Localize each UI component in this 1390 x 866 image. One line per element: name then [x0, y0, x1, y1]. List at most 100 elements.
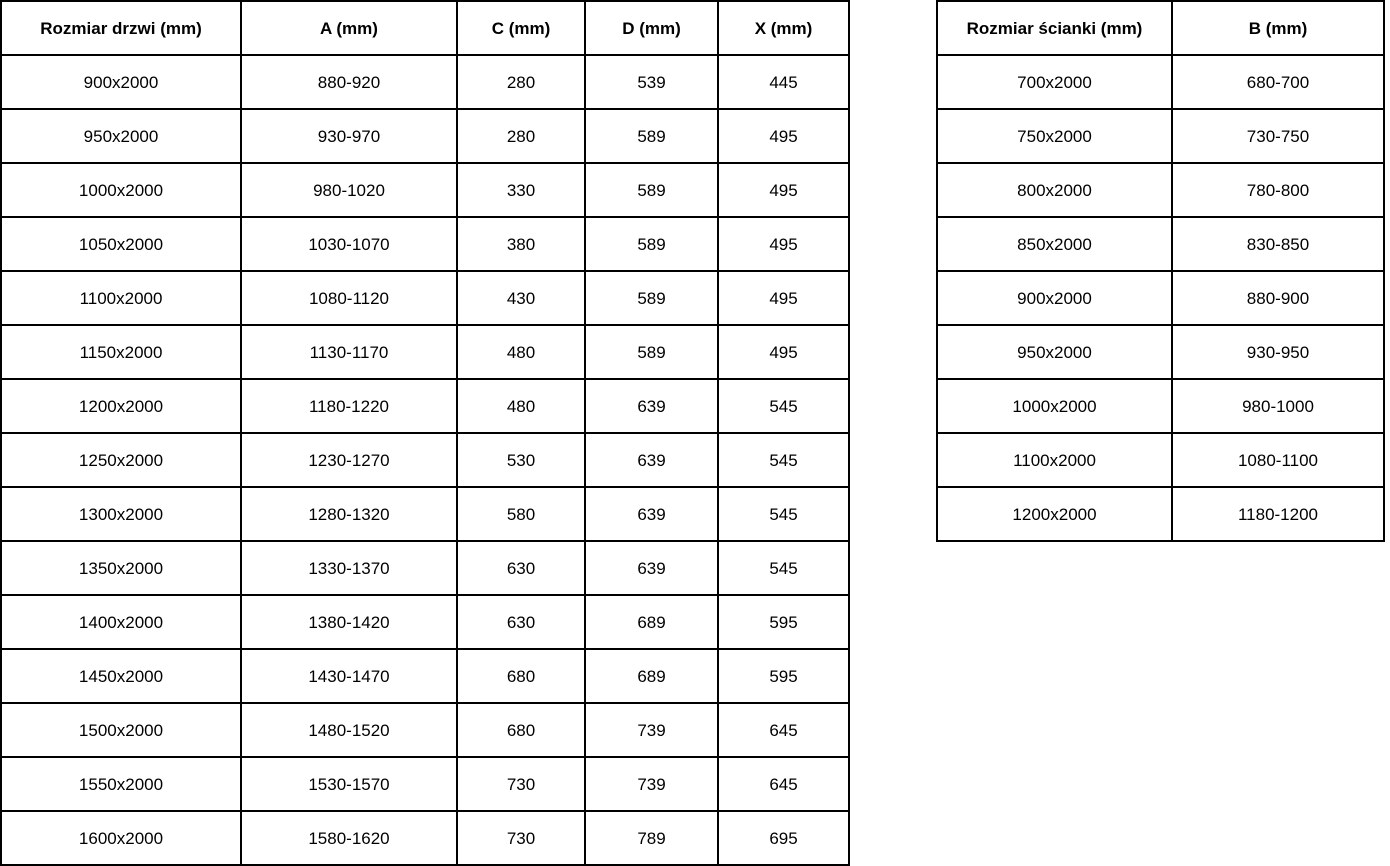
d-value-cell: 589	[584, 108, 719, 164]
c-value-cell: 730	[456, 810, 586, 866]
a-value-cell: 930-970	[240, 108, 458, 164]
c-value-cell: 280	[456, 108, 586, 164]
a-value-cell: 1180-1220	[240, 378, 458, 434]
door-sizes-table: Rozmiar drzwi (mm) A (mm) C (mm) D (mm) …	[0, 0, 850, 866]
door-size-cell: 900x2000	[0, 54, 242, 110]
x-value-cell: 695	[717, 810, 850, 866]
a-value-cell: 1580-1620	[240, 810, 458, 866]
b-value-cell: 980-1000	[1171, 378, 1385, 434]
table-row: 1400x2000 1380-1420 630 689 595	[0, 594, 850, 650]
x-value-cell: 645	[717, 756, 850, 812]
wall-size-cell: 1200x2000	[936, 486, 1173, 542]
c-value-cell: 280	[456, 54, 586, 110]
b-value-cell: 1080-1100	[1171, 432, 1385, 488]
a-value-cell: 880-920	[240, 54, 458, 110]
c-value-cell: 430	[456, 270, 586, 326]
d-value-cell: 639	[584, 486, 719, 542]
d-value-cell: 689	[584, 648, 719, 704]
b-value-cell: 930-950	[1171, 324, 1385, 380]
wall-size-cell: 700x2000	[936, 54, 1173, 110]
x-value-cell: 545	[717, 486, 850, 542]
b-value-cell: 1180-1200	[1171, 486, 1385, 542]
table-row: 1150x2000 1130-1170 480 589 495	[0, 324, 850, 380]
x-value-cell: 595	[717, 648, 850, 704]
column-header-rozmiar-scianki: Rozmiar ścianki (mm)	[936, 0, 1173, 56]
door-size-cell: 1100x2000	[0, 270, 242, 326]
d-value-cell: 689	[584, 594, 719, 650]
d-value-cell: 739	[584, 702, 719, 758]
column-header-d-mm: D (mm)	[584, 0, 719, 56]
door-size-cell: 1450x2000	[0, 648, 242, 704]
column-header-c-mm: C (mm)	[456, 0, 586, 56]
table-row: 850x2000 830-850	[936, 216, 1385, 272]
x-value-cell: 545	[717, 540, 850, 596]
c-value-cell: 630	[456, 594, 586, 650]
table-row: 1250x2000 1230-1270 530 639 545	[0, 432, 850, 488]
door-size-cell: 950x2000	[0, 108, 242, 164]
x-value-cell: 445	[717, 54, 850, 110]
a-value-cell: 980-1020	[240, 162, 458, 218]
a-value-cell: 1230-1270	[240, 432, 458, 488]
b-value-cell: 680-700	[1171, 54, 1385, 110]
a-value-cell: 1280-1320	[240, 486, 458, 542]
table-row: 750x2000 730-750	[936, 108, 1385, 164]
column-header-x-mm: X (mm)	[717, 0, 850, 56]
wall-size-cell: 1100x2000	[936, 432, 1173, 488]
table-row: 900x2000 880-900	[936, 270, 1385, 326]
table-row: 1000x2000 980-1000	[936, 378, 1385, 434]
x-value-cell: 495	[717, 324, 850, 380]
b-value-cell: 780-800	[1171, 162, 1385, 218]
door-size-cell: 1400x2000	[0, 594, 242, 650]
wall-size-cell: 1000x2000	[936, 378, 1173, 434]
x-value-cell: 495	[717, 270, 850, 326]
table-row: 800x2000 780-800	[936, 162, 1385, 218]
b-value-cell: 880-900	[1171, 270, 1385, 326]
door-size-cell: 1050x2000	[0, 216, 242, 272]
c-value-cell: 680	[456, 702, 586, 758]
table-row: 1550x2000 1530-1570 730 739 645	[0, 756, 850, 812]
x-value-cell: 545	[717, 432, 850, 488]
d-value-cell: 589	[584, 162, 719, 218]
door-size-cell: 1600x2000	[0, 810, 242, 866]
a-value-cell: 1080-1120	[240, 270, 458, 326]
table-row: 1450x2000 1430-1470 680 689 595	[0, 648, 850, 704]
c-value-cell: 480	[456, 324, 586, 380]
wall-size-cell: 800x2000	[936, 162, 1173, 218]
a-value-cell: 1330-1370	[240, 540, 458, 596]
wall-size-cell: 850x2000	[936, 216, 1173, 272]
a-value-cell: 1380-1420	[240, 594, 458, 650]
c-value-cell: 580	[456, 486, 586, 542]
table-row: 1500x2000 1480-1520 680 739 645	[0, 702, 850, 758]
table-row: 1200x2000 1180-1200	[936, 486, 1385, 542]
column-header-b-mm: B (mm)	[1171, 0, 1385, 56]
table-row: 700x2000 680-700	[936, 54, 1385, 110]
column-header-a-mm: A (mm)	[240, 0, 458, 56]
d-value-cell: 639	[584, 432, 719, 488]
c-value-cell: 330	[456, 162, 586, 218]
d-value-cell: 789	[584, 810, 719, 866]
x-value-cell: 495	[717, 216, 850, 272]
table-row: 950x2000 930-950	[936, 324, 1385, 380]
table-row: 900x2000 880-920 280 539 445	[0, 54, 850, 110]
x-value-cell: 595	[717, 594, 850, 650]
door-size-cell: 1150x2000	[0, 324, 242, 380]
wall-table-header-row: Rozmiar ścianki (mm) B (mm)	[936, 0, 1385, 56]
table-row: 1300x2000 1280-1320 580 639 545	[0, 486, 850, 542]
c-value-cell: 530	[456, 432, 586, 488]
door-size-cell: 1300x2000	[0, 486, 242, 542]
a-value-cell: 1480-1520	[240, 702, 458, 758]
d-value-cell: 589	[584, 270, 719, 326]
table-row: 1100x2000 1080-1100	[936, 432, 1385, 488]
wall-sizes-table: Rozmiar ścianki (mm) B (mm) 700x2000 680…	[936, 0, 1385, 542]
wall-size-cell: 950x2000	[936, 324, 1173, 380]
d-value-cell: 639	[584, 540, 719, 596]
b-value-cell: 730-750	[1171, 108, 1385, 164]
door-size-cell: 1500x2000	[0, 702, 242, 758]
door-table-header-row: Rozmiar drzwi (mm) A (mm) C (mm) D (mm) …	[0, 0, 850, 56]
wall-size-cell: 900x2000	[936, 270, 1173, 326]
d-value-cell: 639	[584, 378, 719, 434]
d-value-cell: 589	[584, 324, 719, 380]
c-value-cell: 380	[456, 216, 586, 272]
c-value-cell: 680	[456, 648, 586, 704]
table-row: 1050x2000 1030-1070 380 589 495	[0, 216, 850, 272]
